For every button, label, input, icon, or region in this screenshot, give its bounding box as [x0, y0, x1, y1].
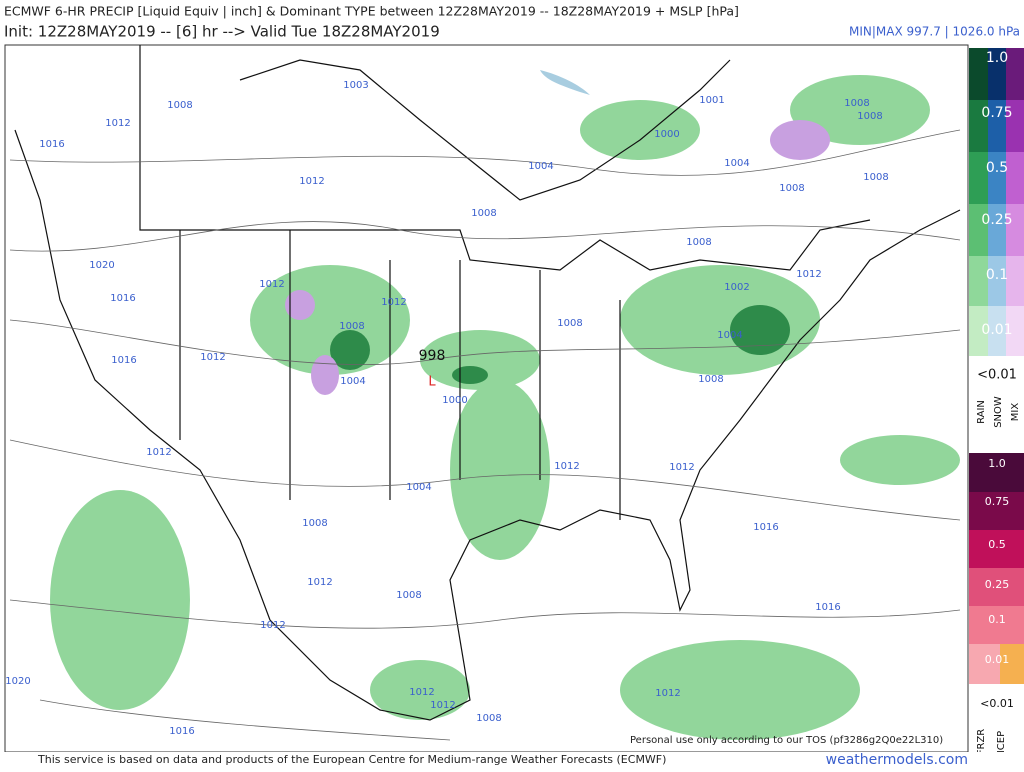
title: ECMWF 6-HR PRECIP [Liquid Equiv | inch] … [4, 4, 739, 19]
legend-level: 0.25 [981, 212, 1012, 228]
isobar-label: 1012 [430, 700, 455, 711]
legend-type: MIX [1010, 403, 1021, 422]
footer-bar [0, 752, 1024, 768]
legend-level: 0.75 [985, 495, 1010, 508]
low-symbol: L [428, 375, 436, 390]
legend-type: RAIN [976, 400, 987, 424]
isobar-label: 1008 [686, 237, 711, 248]
isobar-label: 1012 [655, 688, 680, 699]
subtitle: Init: 12Z28MAY2019 -- [6] hr --> Valid T… [4, 23, 440, 41]
legend-below: <0.01 [980, 697, 1014, 710]
isobar-label: 1012 [381, 297, 406, 308]
isobar-label: 1008 [339, 321, 364, 332]
lake [540, 70, 590, 95]
isobar-label: 1020 [5, 676, 30, 687]
legend-level: 0.5 [986, 160, 1008, 176]
isobar-label: 1016 [39, 139, 64, 150]
site-link[interactable]: weathermodels.com [826, 752, 968, 768]
isobar-label: 1008 [779, 183, 804, 194]
isobar-label: 1003 [343, 80, 368, 91]
isobar-label: 1008 [844, 98, 869, 109]
isobar-label: 1008 [476, 713, 501, 724]
isobar-label: 1012 [669, 462, 694, 473]
legend-below: <0.01 [977, 368, 1017, 383]
legend-level: 1.0 [988, 457, 1006, 470]
legend-level: 0.1 [988, 613, 1006, 626]
legend-level: 0.01 [985, 653, 1010, 666]
isobar-label: 1020 [89, 260, 114, 271]
legend-level: 0.01 [981, 322, 1012, 338]
min-max: MIN|MAX 997.7 | 1026.0 hPa [849, 25, 1020, 39]
isobar-label: 1004 [340, 376, 365, 387]
isobar-label: 1016 [753, 522, 778, 533]
precip-areas [50, 75, 960, 740]
credit: This service is based on data and produc… [37, 753, 666, 766]
legend-rain: 1.0 0.75 0.5 0.25 0.1 0.01 <0.01 RAIN SNOW MIX [969, 48, 1024, 428]
isobar-label: 1012 [796, 269, 821, 280]
tos: Personal use only according to our TOS (… [630, 735, 943, 746]
legend-type: ICEP [996, 731, 1007, 753]
isobar-label: 1008 [471, 208, 496, 219]
isobar-labels: 1008 1003 1012 1016 1012 1004 1008 1001 1000 1004… [5, 80, 888, 737]
isobar-label: 1004 [406, 482, 431, 493]
isobar-label: 1008 [863, 172, 888, 183]
isobar-label: 1008 [396, 590, 421, 601]
isobar-label: 1008 [698, 374, 723, 385]
legend-level: 0.1 [986, 267, 1008, 283]
isobar-label: 1004 [724, 158, 749, 169]
legend-level: 0.75 [981, 105, 1012, 121]
legend-level: 0.25 [985, 578, 1010, 591]
map: 998 L 1008100310121016101210041008100110… [4, 44, 969, 753]
isobar-label: 1000 [654, 129, 679, 140]
isobar-label: 1016 [815, 602, 840, 613]
isobar-label: 1012 [260, 620, 285, 631]
isobar-label: 1004 [717, 330, 742, 341]
isobar-label: 1016 [169, 726, 194, 737]
isobars [9, 129, 961, 741]
isobar-label: 1000 [442, 395, 467, 406]
low-center: 998 [419, 348, 446, 364]
isobar-label: 1012 [146, 447, 171, 458]
legend-level: 0.5 [988, 538, 1006, 551]
legend-level: 1.0 [986, 50, 1008, 66]
legend-type: FRZR [976, 729, 987, 756]
isobar-label: 1016 [110, 293, 135, 304]
isobar-label: 1008 [857, 111, 882, 122]
isobar-label: 1012 [307, 577, 332, 588]
isobar-label: 1004 [528, 161, 553, 172]
isobar-label: 1008 [557, 318, 582, 329]
isobar-label: 1008 [302, 518, 327, 529]
isobar-label: 1012 [299, 176, 324, 187]
legend-type: SNOW [993, 396, 1004, 428]
precip-heavy [330, 305, 790, 384]
rain-bar [969, 48, 1024, 356]
isobar-label: 1002 [724, 282, 749, 293]
coastlines [14, 45, 961, 721]
isobar-label: 1001 [699, 95, 724, 106]
isobar-label: 1012 [259, 279, 284, 290]
isobar-label: 1012 [554, 461, 579, 472]
isobar-label: 1012 [105, 118, 130, 129]
isobar-label: 1012 [409, 687, 434, 698]
mix-areas [285, 120, 830, 395]
isobar-label: 1012 [200, 352, 225, 363]
isobar-label: 1008 [167, 100, 192, 111]
legend-ice: 1.0 0.75 0.5 0.25 0.1 0.01 <0.01 FRZR ICEP [969, 453, 1024, 755]
isobar-label: 1016 [111, 355, 136, 366]
